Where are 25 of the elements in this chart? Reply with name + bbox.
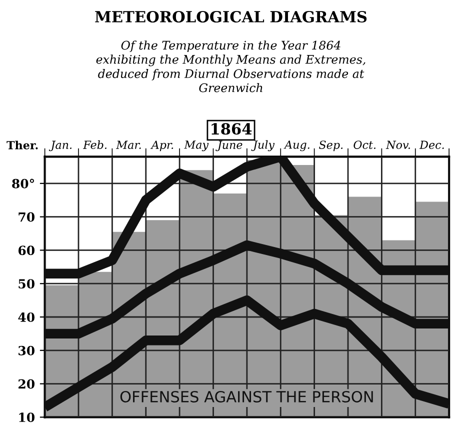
x-tick-label: Sep.	[319, 140, 343, 152]
chart-title: METEOROLOGICAL DIAGRAMS	[95, 10, 367, 22]
x-tick-label: Dec.	[419, 140, 444, 149]
chart-subtitle: Of the Temperature in the Year 1864 exhibiting the Monthly Means and Extremes, deduced from Diurnal Observations made at Greenwich	[96, 40, 366, 92]
y-tick-label: 10	[19, 412, 35, 422]
x-tick-label: July	[251, 140, 275, 152]
y-tick-label: 80°	[12, 178, 34, 188]
x-tick-label: June	[216, 140, 242, 152]
y-tick-label: 60	[18, 246, 35, 256]
x-tick-label: Feb.	[83, 140, 106, 149]
text: 1864	[212, 123, 252, 135]
y-tick-label: 40	[18, 312, 35, 322]
y-tick-label: 50	[18, 279, 35, 289]
x-tick-label: Nov.	[386, 140, 410, 149]
y-tick-label: 70	[18, 212, 35, 222]
annotation: OFFENSES AGAINST THE PERSON	[120, 390, 373, 402]
y-tick-label: 20	[18, 379, 35, 389]
x-tick-label: Oct.	[354, 140, 376, 149]
x-tick-label: May	[184, 140, 209, 152]
x-tick-label: Mar.	[116, 140, 141, 149]
x-tick-label: Jan.	[48, 140, 72, 152]
y-tick-label: 30	[18, 346, 35, 356]
x-tick-label: Apr.	[150, 140, 174, 152]
x-tick-label: Aug.	[284, 140, 310, 152]
y-axis-title: Ther.	[6, 140, 38, 150]
